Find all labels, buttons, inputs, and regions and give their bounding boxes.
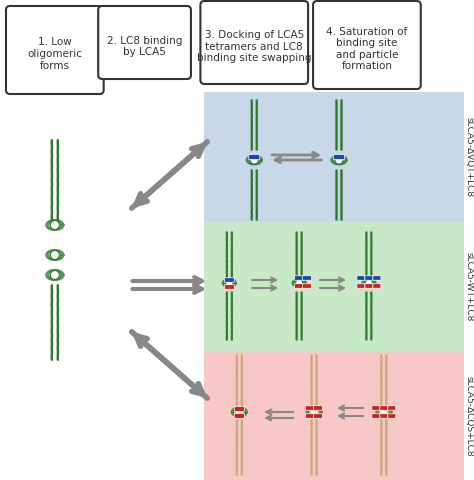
- FancyBboxPatch shape: [372, 414, 380, 418]
- FancyBboxPatch shape: [204, 92, 464, 222]
- Circle shape: [50, 271, 59, 279]
- Text: 4. Saturation of
binding site
and particle
formation: 4. Saturation of binding site and partic…: [326, 26, 408, 72]
- Text: 1. Low
oligomeric
forms: 1. Low oligomeric forms: [27, 37, 82, 71]
- FancyBboxPatch shape: [234, 413, 244, 419]
- FancyBboxPatch shape: [334, 155, 345, 159]
- FancyBboxPatch shape: [295, 276, 304, 280]
- Circle shape: [296, 279, 302, 287]
- FancyBboxPatch shape: [380, 406, 388, 410]
- Text: 3. Docking of LCA5
tetramers and LC8
binding site swapping: 3. Docking of LCA5 tetramers and LC8 bin…: [197, 30, 311, 63]
- FancyBboxPatch shape: [372, 406, 380, 410]
- FancyBboxPatch shape: [234, 407, 244, 411]
- FancyBboxPatch shape: [373, 276, 381, 280]
- FancyBboxPatch shape: [380, 414, 388, 418]
- Circle shape: [235, 408, 243, 416]
- FancyBboxPatch shape: [365, 276, 373, 280]
- Text: sLCA5-WT+LC8: sLCA5-WT+LC8: [464, 252, 473, 322]
- FancyBboxPatch shape: [204, 352, 464, 480]
- FancyBboxPatch shape: [224, 285, 234, 289]
- FancyBboxPatch shape: [306, 414, 315, 418]
- FancyBboxPatch shape: [306, 406, 315, 410]
- Circle shape: [335, 156, 343, 164]
- Circle shape: [226, 279, 233, 287]
- FancyBboxPatch shape: [314, 406, 322, 410]
- FancyBboxPatch shape: [373, 284, 381, 288]
- Text: sLCA5-ΔVQT+LC8: sLCA5-ΔVQT+LC8: [464, 117, 473, 197]
- FancyBboxPatch shape: [365, 284, 373, 288]
- FancyBboxPatch shape: [249, 155, 260, 159]
- FancyBboxPatch shape: [98, 6, 191, 79]
- FancyBboxPatch shape: [313, 1, 421, 89]
- FancyBboxPatch shape: [357, 276, 365, 280]
- FancyBboxPatch shape: [201, 1, 308, 84]
- FancyBboxPatch shape: [357, 284, 365, 288]
- Text: sLCA5-ΔCQS+LC8: sLCA5-ΔCQS+LC8: [464, 376, 473, 456]
- FancyBboxPatch shape: [388, 414, 396, 418]
- FancyBboxPatch shape: [6, 6, 104, 94]
- FancyBboxPatch shape: [302, 276, 311, 280]
- FancyBboxPatch shape: [388, 406, 396, 410]
- Circle shape: [365, 279, 373, 287]
- Text: 2. LC8 binding
by LCA5: 2. LC8 binding by LCA5: [107, 36, 182, 57]
- FancyBboxPatch shape: [224, 278, 234, 282]
- Circle shape: [310, 408, 318, 416]
- Circle shape: [50, 251, 59, 260]
- FancyBboxPatch shape: [302, 284, 311, 288]
- FancyBboxPatch shape: [314, 414, 322, 418]
- FancyBboxPatch shape: [204, 222, 464, 352]
- FancyBboxPatch shape: [295, 284, 304, 288]
- Circle shape: [250, 156, 258, 164]
- Circle shape: [50, 220, 59, 229]
- Circle shape: [380, 408, 388, 416]
